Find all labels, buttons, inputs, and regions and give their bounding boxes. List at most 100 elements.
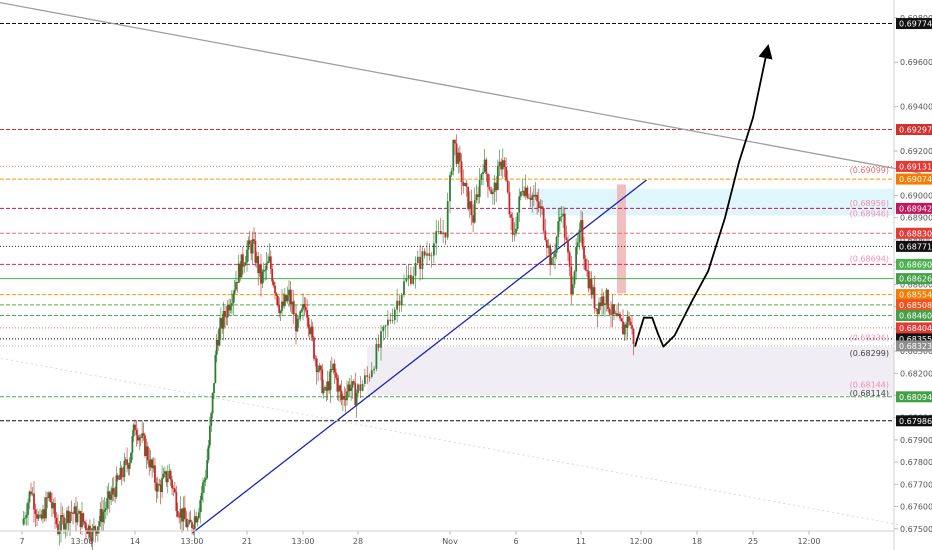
- level-annotation: (0.68144): [850, 380, 889, 389]
- candle-body: [303, 304, 306, 308]
- candle-body: [575, 246, 578, 272]
- candle-body: [611, 304, 614, 315]
- trend-lines-layer: [0, 1, 922, 534]
- time-axis[interactable]: 7 13:00 14 13:00 21 13:00 28 Nov 6 11 12:00 18 25 12:…: [19, 531, 821, 546]
- candle-body: [186, 523, 189, 528]
- candle-body: [292, 301, 295, 315]
- candle-body: [554, 252, 556, 258]
- price-tag: [896, 160, 932, 172]
- level-annotation: (0.68114): [850, 389, 889, 398]
- candle-body: [617, 313, 620, 317]
- price-tag-label: 0.68094: [899, 393, 932, 402]
- y-tick-label: 0.67800: [900, 458, 932, 467]
- x-tick-label: 13:00: [291, 537, 314, 546]
- candle-body: [206, 460, 209, 479]
- candle-body: [229, 305, 232, 311]
- candle-body: [283, 295, 286, 306]
- candle-body: [114, 491, 117, 497]
- candle-body: [39, 514, 41, 516]
- candle-body: [382, 326, 385, 332]
- candle-body: [563, 213, 566, 238]
- candle-body: [247, 240, 250, 250]
- candle-body: [144, 435, 146, 456]
- candle-body: [116, 475, 119, 480]
- candle-body: [81, 513, 83, 528]
- candle-body: [224, 310, 226, 317]
- candle-body: [457, 152, 460, 164]
- price-tag-label: 0.68626: [899, 275, 932, 284]
- candle-body: [377, 344, 380, 348]
- candle-body: [257, 256, 260, 274]
- candle-body: [405, 278, 408, 282]
- x-tick-label: 13:00: [70, 537, 93, 546]
- candle-body: [95, 530, 98, 534]
- candle-body: [158, 483, 161, 485]
- candle-body: [240, 254, 243, 278]
- candle-body: [138, 437, 141, 441]
- candle-body: [185, 519, 188, 528]
- candle-body: [135, 429, 138, 436]
- candle-body: [208, 425, 211, 446]
- candle-body: [72, 512, 74, 514]
- candle-body: [203, 480, 206, 483]
- candle-body: [601, 296, 603, 307]
- candle-body: [269, 256, 272, 269]
- candle-body: [24, 517, 26, 519]
- trend-line: [191, 179, 647, 534]
- candle-body: [45, 497, 47, 519]
- candle-body: [132, 424, 135, 437]
- candle-body: [450, 170, 453, 176]
- y-tick-label: 0.69400: [900, 103, 932, 112]
- candle-body: [300, 309, 303, 312]
- x-tick-label: 14: [130, 537, 140, 546]
- y-tick-label: 0.67600: [900, 503, 932, 512]
- candle-body: [289, 289, 292, 304]
- x-tick-label: 13:00: [180, 537, 203, 546]
- candle-body: [523, 190, 526, 196]
- candle-body: [625, 324, 627, 328]
- candle-body: [580, 220, 582, 230]
- candle-body: [610, 313, 612, 315]
- candle-body: [139, 437, 142, 439]
- y-tick-label: 0.68600: [900, 280, 932, 289]
- candle-body: [515, 228, 517, 234]
- candle-body: [547, 245, 550, 248]
- candle-body: [414, 262, 417, 276]
- candle-body: [482, 171, 484, 175]
- candle-body: [54, 503, 56, 518]
- candle-body: [119, 467, 122, 480]
- candle-body: [348, 384, 351, 391]
- candle-body: [614, 313, 617, 315]
- candle-body: [558, 217, 561, 222]
- candle-body: [103, 510, 106, 512]
- candle-body: [215, 339, 218, 355]
- candle-body: [576, 242, 579, 247]
- candle-body: [373, 368, 375, 371]
- candle-body: [288, 289, 290, 296]
- price-tag: [896, 289, 932, 301]
- candle-body: [537, 201, 540, 208]
- candle-body: [370, 370, 373, 377]
- candle-body: [322, 388, 325, 393]
- candle-body: [104, 508, 107, 511]
- candle-body: [43, 509, 46, 519]
- price-tag: [896, 258, 932, 270]
- candle-body: [99, 509, 102, 522]
- candle-body: [200, 492, 203, 501]
- candle-body: [435, 231, 438, 244]
- candle-body: [407, 275, 410, 279]
- candle-body: [501, 160, 504, 170]
- candle-body: [146, 446, 149, 461]
- candle-body: [174, 488, 176, 493]
- candle-body: [285, 295, 288, 302]
- candle-body: [260, 265, 262, 284]
- candle-body: [366, 375, 369, 377]
- candle-body: [626, 316, 629, 328]
- candle-body: [111, 488, 114, 495]
- candle-body: [282, 301, 285, 306]
- candle-body: [380, 331, 382, 348]
- candle-body: [510, 214, 512, 218]
- candle-body: [168, 470, 171, 479]
- candle-body: [487, 173, 489, 187]
- candle-body: [159, 484, 162, 493]
